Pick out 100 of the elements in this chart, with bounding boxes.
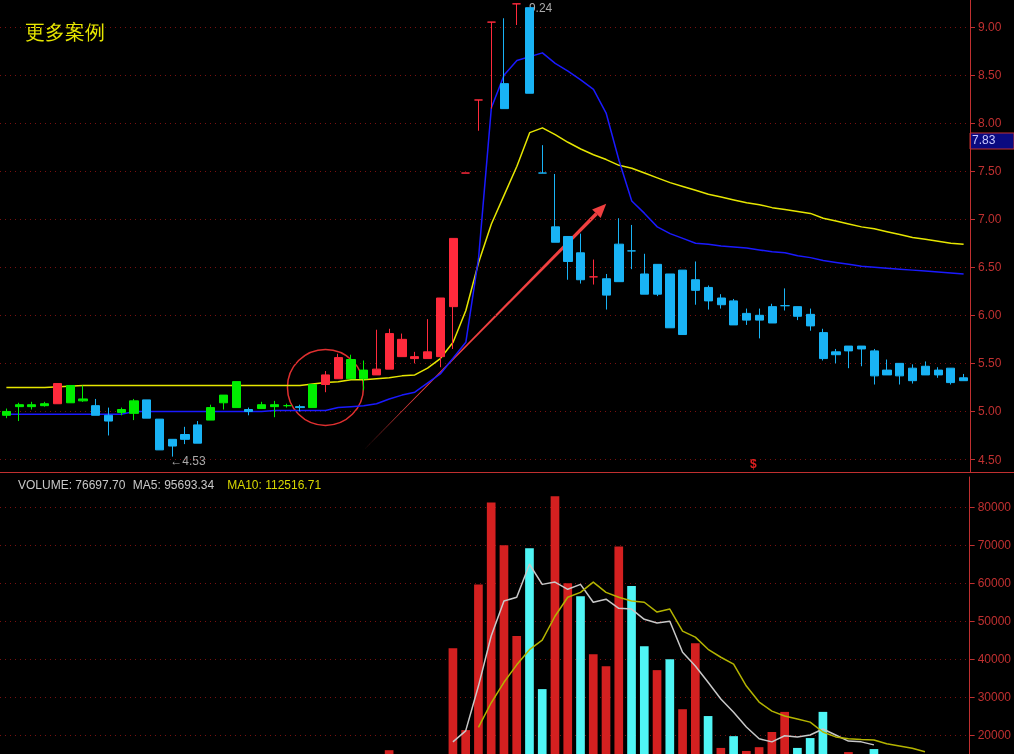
candlestick: [168, 438, 177, 458]
candlestick: [40, 401, 49, 408]
candlestick: [819, 328, 828, 361]
candlestick: [742, 308, 751, 326]
annotation: MA10: 112516.71: [227, 478, 322, 492]
y-tick-label: 4.50: [978, 452, 1002, 467]
candlestick: [2, 408, 11, 419]
annotation: MA5: 95693.34: [132, 478, 215, 492]
candlestick: [155, 418, 164, 451]
y-tick-label: 60000: [977, 576, 1012, 591]
candlestick: [870, 348, 879, 386]
y-tick-label: 70000: [977, 538, 1012, 553]
candlestick: [653, 263, 662, 297]
annotation: ←4.53: [170, 453, 206, 468]
candlestick: [385, 328, 394, 370]
y-tick-label: 7.00: [978, 212, 1002, 227]
candlestick: [512, 3, 521, 26]
candlestick: [627, 224, 636, 270]
annotation: $: [750, 457, 757, 471]
candlestick: [66, 384, 75, 404]
candlestick: [295, 404, 305, 412]
candlestick: [640, 253, 649, 295]
candlestick: [895, 362, 904, 386]
candlestick: [921, 360, 930, 376]
candlestick: [129, 398, 139, 421]
line-series: [452, 563, 875, 746]
candlestick: [602, 273, 611, 311]
line-series: [5, 127, 965, 389]
candlestick: [691, 260, 700, 306]
candlestick: [500, 17, 509, 110]
candlestick: [487, 21, 496, 110]
candlestick: [321, 370, 330, 393]
y-tick-label: 8.00: [978, 116, 1002, 131]
candlestick: [346, 354, 356, 380]
candlestick: [449, 237, 458, 350]
candlestick: [576, 233, 585, 285]
y-tick-label: 20000: [977, 728, 1012, 743]
annotation: VOLUME: 76697.70: [18, 478, 126, 492]
candlestick: [27, 401, 36, 411]
y-tick-label: 40000: [977, 652, 1012, 667]
candlestick: [678, 269, 687, 336]
y-tick-label: 6.00: [978, 308, 1002, 323]
candlestick: [806, 308, 815, 332]
candlestick: [551, 173, 560, 243]
candlestick: [232, 381, 241, 409]
candlestick: [359, 359, 368, 391]
candlestick: [410, 351, 419, 364]
candlestick: [206, 404, 215, 421]
candlestick: [844, 345, 853, 369]
y-tick-label: 7.50: [978, 164, 1002, 179]
candlestick: [908, 363, 917, 385]
candlestick: [308, 384, 317, 409]
candlestick: [857, 345, 866, 367]
candlestick: [780, 287, 790, 311]
y-tick-label: 30000: [977, 690, 1012, 705]
candlestick: [142, 399, 151, 419]
candlestick: [180, 426, 190, 445]
candlestick: [372, 329, 381, 376]
candlestick: [219, 394, 228, 411]
candlestick: [257, 401, 266, 410]
annotation: 更多案例: [25, 21, 105, 43]
candlestick: [104, 407, 113, 436]
candlestick: [755, 308, 764, 339]
candlestick: [423, 318, 432, 360]
line-series: [477, 581, 926, 753]
candlestick: [946, 367, 955, 386]
candlestick: [589, 259, 598, 286]
y-tick-label: 80000: [977, 500, 1012, 515]
candlestick: [831, 348, 841, 364]
candlestick: [882, 359, 892, 376]
candlestick: [665, 273, 675, 329]
y-tick-label: 9.00: [978, 19, 1002, 34]
text: 7.83: [972, 133, 996, 147]
candlestick: [270, 400, 279, 418]
candlestick: [959, 373, 968, 382]
candlestick: [117, 407, 126, 416]
candlestick: [334, 353, 343, 380]
candlestick: [768, 303, 777, 324]
candlestick: [614, 217, 624, 283]
candlestick: [283, 403, 292, 409]
candlestick: [934, 366, 943, 379]
candlestick: [538, 144, 547, 174]
candlestick: [436, 297, 445, 368]
candlestick: [729, 298, 738, 326]
candlestick: [53, 383, 62, 405]
y-tick-label: 5.50: [978, 356, 1002, 371]
candlestick: [793, 306, 802, 321]
y-tick-label: 50000: [977, 614, 1012, 629]
candlestick: [91, 398, 100, 416]
candlestick: [193, 420, 202, 444]
candlestick: [244, 407, 253, 416]
candlestick: [704, 285, 713, 311]
candlestick: [474, 99, 483, 132]
candlestick: [397, 333, 407, 358]
candlestick: [717, 293, 726, 310]
candlestick: [15, 402, 24, 422]
y-tick-label: 8.50: [978, 67, 1002, 82]
y-tick-label: 6.50: [978, 260, 1002, 275]
candlestick: [78, 384, 88, 403]
y-tick-label: 5.00: [978, 404, 1002, 419]
